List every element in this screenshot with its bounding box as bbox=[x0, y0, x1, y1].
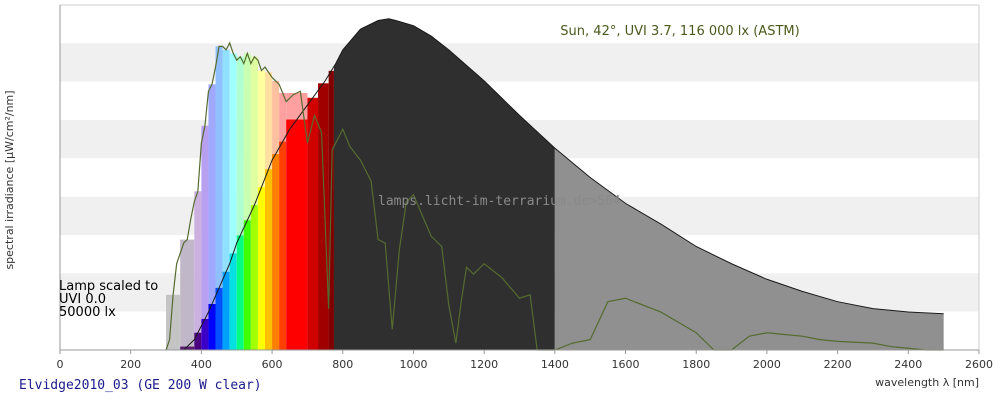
watermark: lamps.licht-im-terrarium.de>564 bbox=[378, 194, 621, 209]
lamp-spectrum-band bbox=[208, 304, 216, 350]
x-tick-label: 2400 bbox=[894, 358, 922, 371]
x-axis-ticks: 0 200 400 600 800 1000 1200 1400 1600 1800 2000 220… bbox=[57, 350, 993, 371]
x-tick-label: 1400 bbox=[541, 358, 569, 371]
x-tick-label: 200 bbox=[120, 358, 141, 371]
x-tick-label: 1200 bbox=[470, 358, 498, 371]
lamp-far-ir-fill bbox=[554, 148, 944, 350]
lamp-spectrum-band bbox=[194, 332, 202, 350]
sun-curve-layer bbox=[165, 41, 944, 351]
lamp-spectrum-band bbox=[201, 318, 209, 350]
lamp-spectrum-band bbox=[279, 141, 287, 350]
lamp-curve-line bbox=[183, 18, 944, 351]
sun-series-label: Sun, 42°, UVI 3.7, 116 000 lx (ASTM) bbox=[560, 24, 799, 39]
sun-spectrum-band bbox=[236, 56, 244, 350]
lamp-spectrum-band bbox=[307, 97, 319, 351]
x-tick-label: 0 bbox=[57, 358, 64, 371]
background-band bbox=[60, 5, 979, 44]
lamp-spectrum-band bbox=[272, 154, 280, 350]
lamp-spectrum-band bbox=[318, 83, 329, 350]
lamp-spectrum-band bbox=[243, 220, 251, 350]
sun-spectrum-band bbox=[194, 191, 202, 350]
lamp-spectrum-band bbox=[250, 205, 258, 350]
x-tick-label: 2600 bbox=[965, 358, 993, 371]
x-tick-label: 1800 bbox=[682, 358, 710, 371]
sun-curve-line bbox=[165, 41, 944, 351]
lamp-spectrum-band bbox=[286, 119, 308, 350]
lamp-spectrum-band bbox=[229, 253, 237, 350]
sun-spectrum-band bbox=[229, 53, 237, 351]
visible-spectrum-bands bbox=[166, 46, 334, 351]
sun-spectrum-band bbox=[166, 294, 181, 350]
x-tick-label: 2000 bbox=[753, 358, 781, 371]
sun-spectrum-band bbox=[222, 49, 230, 350]
lamp-spectrum-band bbox=[180, 346, 195, 350]
background-band bbox=[60, 81, 979, 120]
x-tick-label: 600 bbox=[262, 358, 283, 371]
lamp-spectrum-band bbox=[236, 235, 244, 350]
lamp-spectrum-band bbox=[215, 287, 223, 350]
sun-spectrum-band bbox=[243, 53, 251, 351]
lamp-note-line-3: 50000 lx bbox=[59, 305, 116, 320]
plot-frame bbox=[59, 4, 980, 351]
x-tick-label: 400 bbox=[191, 358, 212, 371]
x-tick-label: 800 bbox=[332, 358, 353, 371]
x-axis-label: wavelength λ [nm] bbox=[875, 376, 979, 389]
x-tick-label: 2200 bbox=[824, 358, 852, 371]
lamp-spectrum-band bbox=[257, 187, 266, 350]
sun-spectrum-band bbox=[215, 46, 223, 351]
sun-spectrum-band bbox=[180, 239, 195, 350]
lamp-spectrum-band bbox=[265, 169, 273, 350]
x-tick-label: 1000 bbox=[399, 358, 427, 371]
lamp-ir-fill bbox=[333, 18, 555, 351]
lamp-note-line-1: Lamp scaled to bbox=[59, 279, 158, 294]
x-tick-label: 1600 bbox=[612, 358, 640, 371]
sun-spectrum-band bbox=[250, 56, 258, 350]
background-band bbox=[60, 43, 979, 82]
y-axis-label: spectral irradiance [µW/cm²/nm] bbox=[3, 90, 16, 269]
lamp-note-line-2: UVI 0.0 bbox=[59, 292, 106, 307]
lamp-curve-layer bbox=[183, 18, 944, 351]
sun-spectrum-band bbox=[201, 125, 209, 350]
lamp-caption: Elvidge2010_03 (GE 200 W clear) bbox=[19, 378, 262, 393]
sun-spectrum-band bbox=[208, 84, 216, 350]
lamp-spectrum-band bbox=[222, 271, 230, 350]
